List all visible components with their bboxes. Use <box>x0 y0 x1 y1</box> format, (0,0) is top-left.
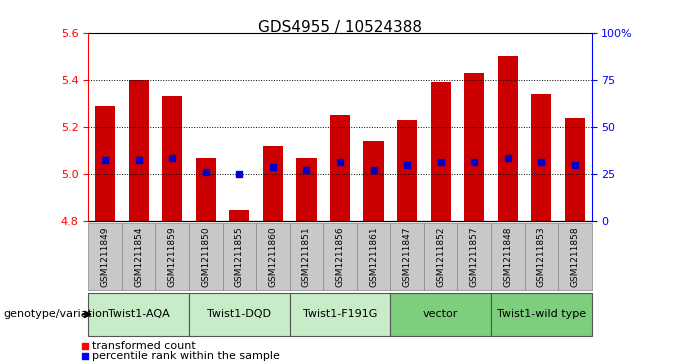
Bar <box>424 223 458 290</box>
Text: GSM1211851: GSM1211851 <box>302 227 311 287</box>
Bar <box>263 146 283 221</box>
Bar <box>491 223 524 290</box>
Bar <box>189 223 222 290</box>
Text: vector: vector <box>423 309 458 319</box>
Text: GSM1211856: GSM1211856 <box>335 227 345 287</box>
Text: Twist1-AQA: Twist1-AQA <box>108 309 169 319</box>
Text: GSM1211852: GSM1211852 <box>436 227 445 287</box>
Bar <box>458 223 491 290</box>
Bar <box>290 223 323 290</box>
Bar <box>156 223 189 290</box>
Text: GSM1211847: GSM1211847 <box>403 227 411 287</box>
Text: Twist1-DQD: Twist1-DQD <box>207 309 271 319</box>
Bar <box>290 293 390 336</box>
Bar <box>163 97 182 221</box>
Bar <box>531 94 551 221</box>
Bar <box>330 115 350 221</box>
Text: GSM1211858: GSM1211858 <box>571 227 579 287</box>
Text: GSM1211848: GSM1211848 <box>503 227 512 287</box>
Bar <box>222 223 256 290</box>
Text: transformed count: transformed count <box>92 340 196 351</box>
Bar <box>524 223 558 290</box>
Text: GSM1211859: GSM1211859 <box>168 227 177 287</box>
Text: genotype/variation: genotype/variation <box>3 309 109 319</box>
Bar <box>390 293 491 336</box>
Text: GSM1211857: GSM1211857 <box>470 227 479 287</box>
Bar <box>430 82 451 221</box>
Bar <box>364 141 384 221</box>
Bar <box>491 293 592 336</box>
Bar <box>256 223 290 290</box>
Bar <box>88 223 122 290</box>
Bar <box>189 293 290 336</box>
Bar <box>558 223 592 290</box>
Bar <box>397 120 417 221</box>
Text: GSM1211854: GSM1211854 <box>134 227 143 287</box>
Bar <box>229 210 250 221</box>
Bar <box>390 223 424 290</box>
Text: Twist1-F191G: Twist1-F191G <box>303 309 377 319</box>
Bar <box>296 158 316 221</box>
Bar <box>498 56 517 221</box>
Bar <box>88 293 189 336</box>
Text: GSM1211860: GSM1211860 <box>269 227 277 287</box>
Bar <box>464 73 484 221</box>
Bar <box>357 223 390 290</box>
Text: GSM1211850: GSM1211850 <box>201 227 210 287</box>
Text: GSM1211861: GSM1211861 <box>369 227 378 287</box>
Text: GSM1211849: GSM1211849 <box>101 227 109 287</box>
Bar <box>196 158 216 221</box>
Bar <box>122 223 156 290</box>
Text: GSM1211853: GSM1211853 <box>537 227 546 287</box>
Bar <box>129 80 149 221</box>
Text: percentile rank within the sample: percentile rank within the sample <box>92 351 279 362</box>
Text: GDS4955 / 10524388: GDS4955 / 10524388 <box>258 20 422 35</box>
Bar <box>565 118 585 221</box>
Text: Twist1-wild type: Twist1-wild type <box>496 309 586 319</box>
Bar <box>95 106 115 221</box>
Bar <box>323 223 357 290</box>
Text: GSM1211855: GSM1211855 <box>235 227 244 287</box>
